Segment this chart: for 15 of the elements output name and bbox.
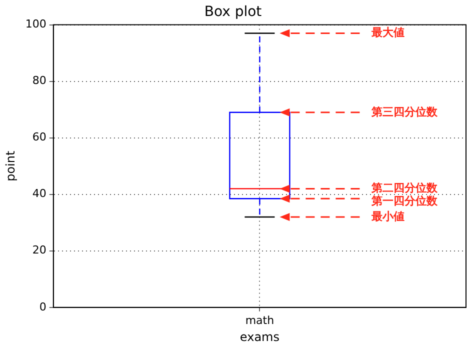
annotation: 第二四分位数 [370, 182, 439, 195]
x-tick-label: math [245, 314, 274, 327]
y-axis-title: point [3, 150, 18, 182]
y-tick-label: 40 [32, 187, 46, 200]
y-tick-label: 60 [32, 130, 46, 144]
annotation: 最小値 [370, 210, 405, 223]
y-tick-label: 0 [39, 300, 46, 314]
chart-title: Box plot [204, 4, 262, 20]
y-tick-label: 20 [32, 244, 46, 257]
y-tick-label: 100 [25, 18, 46, 31]
x-axis-title: exams [240, 330, 280, 344]
annotation: 第一四分位数 [370, 194, 439, 208]
annotation: 第三四分位数 [370, 105, 439, 118]
annotation: 最大値 [370, 26, 405, 40]
y-tick-label: 80 [32, 74, 46, 88]
